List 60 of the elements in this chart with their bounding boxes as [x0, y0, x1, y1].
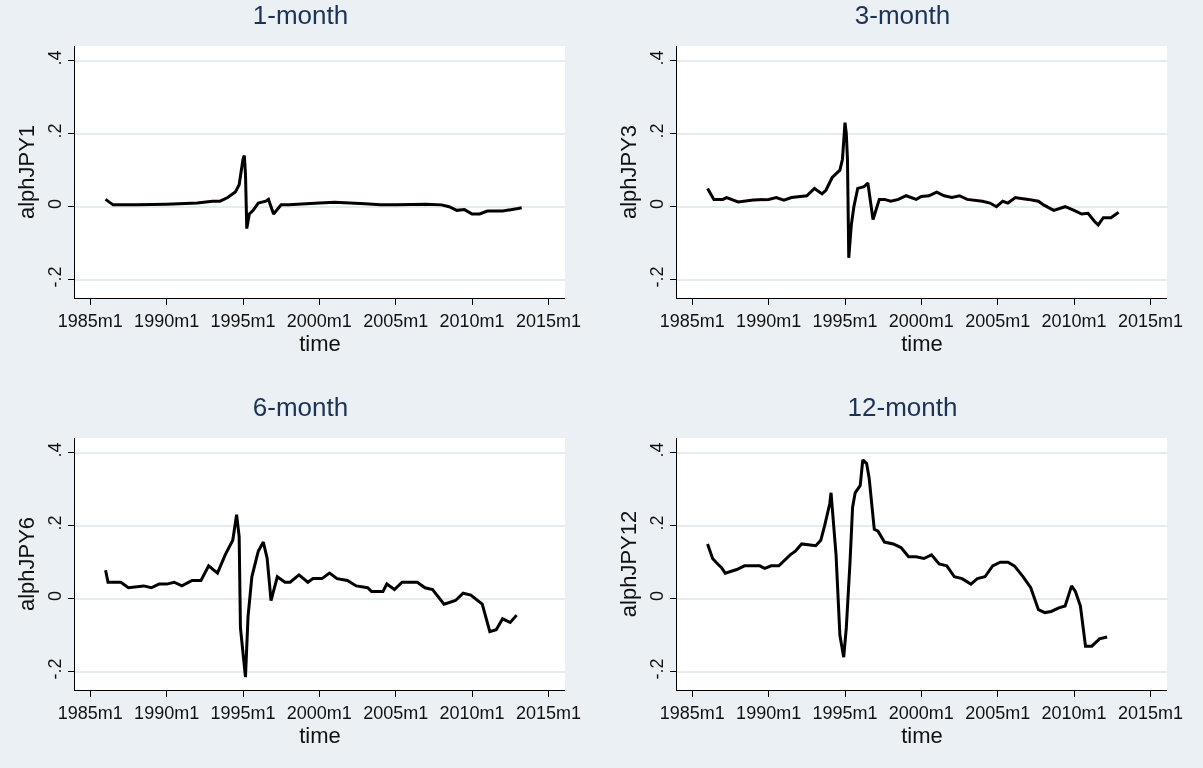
x-tick-label: 2005m1	[965, 702, 1031, 723]
x-axis-title: time	[901, 330, 943, 356]
x-tick-label: 1995m1	[210, 310, 276, 331]
y-tick-label: 0	[44, 198, 65, 210]
x-tick-label: 2005m1	[965, 310, 1031, 331]
y-tick-label: .2	[44, 123, 65, 139]
y-axis-title: alphJPY12	[615, 510, 641, 618]
x-tick-label: 2010m1	[439, 702, 505, 723]
x-tick-label: 1995m1	[210, 702, 276, 723]
line-series	[104, 154, 524, 231]
x-tick-label: 1985m1	[659, 310, 725, 331]
x-tick-label: 1990m1	[736, 702, 802, 723]
x-tick-label: 1985m1	[57, 702, 123, 723]
x-axis-title: time	[299, 330, 341, 356]
x-tick-label: 2000m1	[888, 702, 954, 723]
chart-title: 6-month	[252, 391, 349, 422]
x-tick-label: 2010m1	[1041, 702, 1107, 723]
x-axis-title: time	[901, 722, 943, 748]
chart-title: 3-month	[854, 0, 951, 30]
x-tick-label: 1990m1	[134, 310, 200, 331]
line-series	[706, 458, 1109, 659]
x-tick-label: 2015m1	[1117, 702, 1183, 723]
y-axis-title: alphJPY6	[13, 516, 39, 612]
y-tick-label: -.2	[646, 658, 667, 680]
x-tick-label: 2005m1	[363, 702, 429, 723]
line-series	[104, 513, 519, 679]
x-tick-label: 1995m1	[812, 310, 878, 331]
x-tick-label: 1990m1	[736, 310, 802, 331]
y-axis-title: alphJPY3	[615, 124, 641, 220]
y-tick-label: -.2	[646, 266, 667, 288]
x-axis-title: time	[299, 722, 341, 748]
y-tick-label: 0	[646, 198, 667, 210]
x-tick-label: 2015m1	[1117, 310, 1183, 331]
y-tick-label: .2	[646, 515, 667, 531]
y-tick-label: .4	[44, 50, 65, 66]
chart-title: 1-month	[252, 0, 349, 30]
x-tick-label: 2015m1	[515, 310, 581, 331]
y-tick-label: 0	[44, 590, 65, 602]
x-tick-label: 2000m1	[286, 702, 352, 723]
y-tick-label: .4	[646, 442, 667, 458]
y-axis-title: alphJPY1	[13, 124, 39, 220]
x-tick-label: 2015m1	[515, 702, 581, 723]
x-tick-label: 2005m1	[363, 310, 429, 331]
y-tick-label: .2	[44, 515, 65, 531]
x-tick-label: 2010m1	[1041, 310, 1107, 331]
chart-title: 12-month	[847, 391, 958, 422]
y-tick-label: -.2	[44, 266, 65, 288]
y-tick-label: 0	[646, 590, 667, 602]
y-tick-label: .2	[646, 123, 667, 139]
line-series	[706, 121, 1121, 260]
x-tick-label: 1995m1	[812, 702, 878, 723]
y-tick-label: -.2	[44, 658, 65, 680]
x-tick-label: 1985m1	[659, 702, 725, 723]
x-tick-label: 1985m1	[57, 310, 123, 331]
y-tick-label: .4	[646, 50, 667, 66]
y-tick-label: .4	[44, 442, 65, 458]
x-tick-label: 1990m1	[134, 702, 200, 723]
x-tick-label: 2010m1	[439, 310, 505, 331]
x-tick-label: 2000m1	[888, 310, 954, 331]
x-tick-label: 2000m1	[286, 310, 352, 331]
